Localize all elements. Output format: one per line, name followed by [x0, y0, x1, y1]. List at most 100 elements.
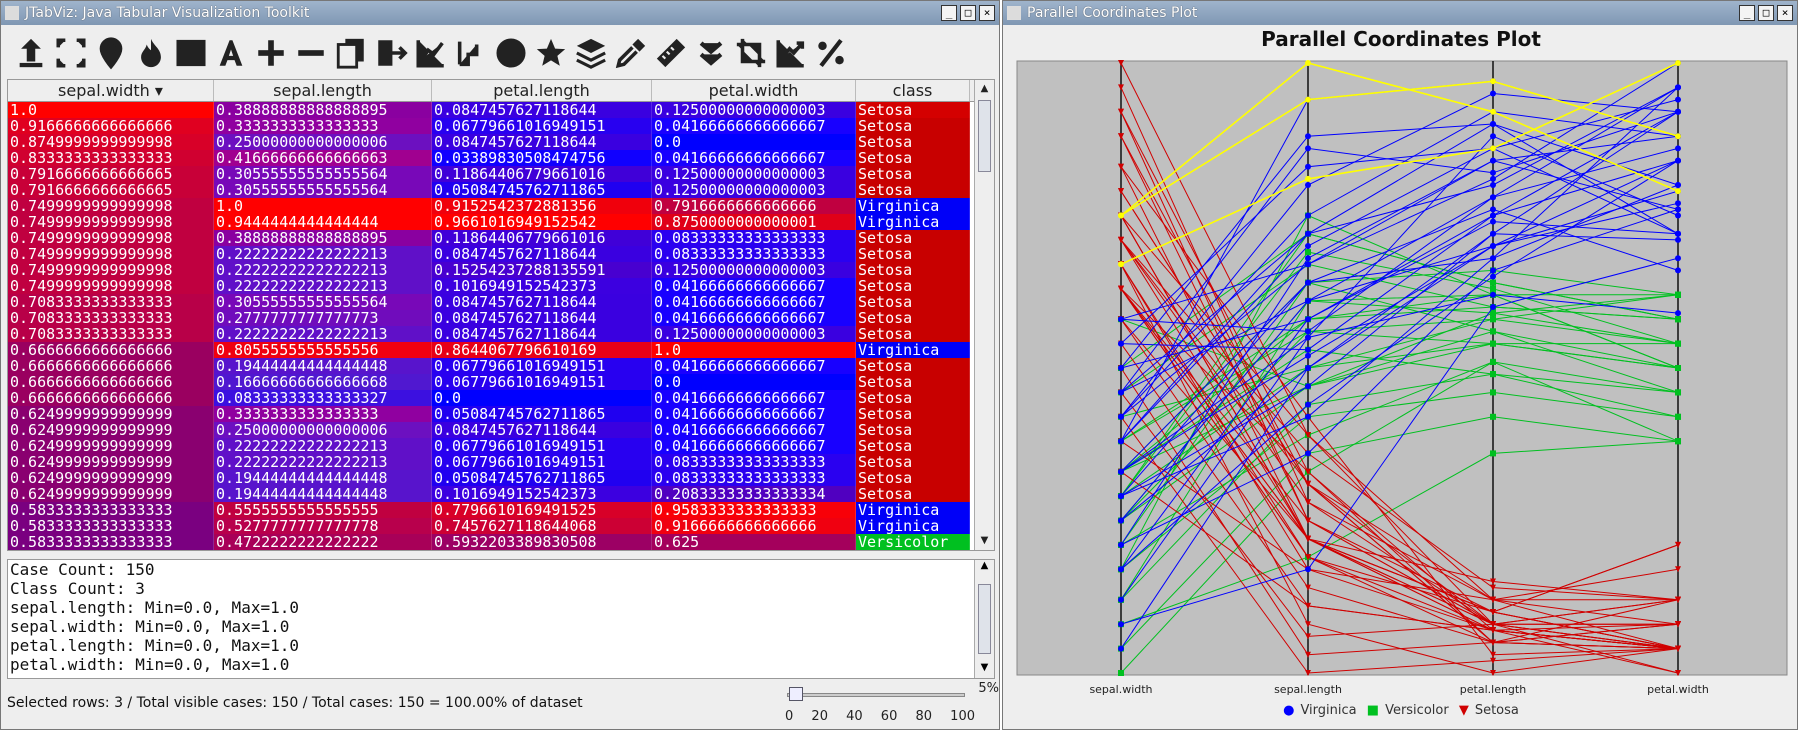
data-line[interactable]: [1120, 373, 1679, 601]
data-point[interactable]: [1118, 188, 1124, 195]
table-cell[interactable]: 0.0: [652, 374, 856, 390]
table-cell[interactable]: 0.12500000000000003: [652, 182, 856, 198]
table-cell[interactable]: Virginica: [856, 518, 970, 534]
data-line[interactable]: [1120, 294, 1679, 442]
data-line[interactable]: [1120, 367, 1679, 656]
table-row[interactable]: 0.6249999999999999 0.19444444444444448 0.1…: [8, 486, 974, 502]
data-point[interactable]: [1675, 60, 1681, 66]
data-line[interactable]: [1120, 190, 1679, 473]
table-cell[interactable]: 0.7499999999999998: [8, 278, 214, 294]
table-row[interactable]: 0.7916666666666665 0.30555555555555564 0.0…: [8, 182, 974, 198]
table-cell[interactable]: 0.0847457627118644: [432, 294, 652, 310]
table-cell[interactable]: Setosa: [856, 486, 970, 502]
table-cell[interactable]: 0.6249999999999999: [8, 454, 214, 470]
maximize-button[interactable]: □: [1758, 5, 1774, 21]
table-cell[interactable]: 0.9152542372881356: [432, 198, 652, 214]
data-line[interactable]: [1120, 86, 1679, 393]
data-point[interactable]: [1490, 133, 1496, 140]
table-cell[interactable]: 0.22222222222222213: [214, 454, 432, 470]
data-point[interactable]: [1490, 609, 1496, 615]
data-table[interactable]: sepal.width ▾ sepal.length petal.length …: [7, 79, 995, 551]
table-row[interactable]: 0.7499999999999998 0.38888888888888895 0.1…: [8, 230, 974, 246]
data-line[interactable]: [1120, 92, 1679, 418]
table-cell[interactable]: Setosa: [856, 422, 970, 438]
table-cell[interactable]: 0.8749999999999998: [8, 134, 214, 150]
data-point[interactable]: [1490, 273, 1496, 280]
table-cell[interactable]: Setosa: [856, 438, 970, 454]
table-cell[interactable]: 0.08333333333333333: [652, 246, 856, 262]
data-point[interactable]: [1490, 279, 1496, 286]
data-point[interactable]: [1675, 316, 1681, 323]
data-line[interactable]: [1120, 147, 1679, 442]
table-cell[interactable]: 0.30555555555555564: [214, 294, 432, 310]
data-line[interactable]: [1120, 202, 1679, 393]
data-point[interactable]: [1675, 645, 1681, 652]
table-cell[interactable]: 0.0: [432, 390, 652, 406]
data-line[interactable]: [1120, 160, 1679, 320]
data-point[interactable]: [1675, 413, 1681, 420]
data-line[interactable]: [1120, 257, 1679, 625]
data-line[interactable]: [1120, 440, 1679, 625]
import-icon[interactable]: [13, 31, 49, 75]
data-point[interactable]: [1675, 200, 1681, 207]
table-cell[interactable]: 0.22222222222222213: [214, 438, 432, 454]
table-cell[interactable]: 0.7916666666666665: [8, 182, 214, 198]
column-header[interactable]: sepal.length: [214, 80, 432, 101]
data-point[interactable]: [1490, 218, 1496, 225]
table-cell[interactable]: 0.6249999999999999: [8, 470, 214, 486]
table-cell[interactable]: 0.0847457627118644: [432, 326, 652, 342]
data-point[interactable]: [1675, 212, 1681, 219]
table-cell[interactable]: 0.5833333333333333: [8, 534, 214, 550]
table-cell[interactable]: 0.30555555555555564: [214, 182, 432, 198]
data-line[interactable]: [1120, 361, 1679, 546]
data-point[interactable]: [1490, 371, 1496, 378]
table-cell[interactable]: 0.6249999999999999: [8, 486, 214, 502]
table-cell[interactable]: 0.7916666666666665: [8, 166, 214, 182]
table-cell[interactable]: 0.22222222222222213: [214, 246, 432, 262]
data-point[interactable]: [1305, 249, 1311, 256]
table-cell[interactable]: Setosa: [856, 150, 970, 166]
data-point[interactable]: [1118, 133, 1124, 140]
table-cell[interactable]: 0.05084745762711865: [432, 470, 652, 486]
data-line[interactable]: [1120, 416, 1679, 674]
data-point[interactable]: [1675, 267, 1681, 274]
percent-slider[interactable]: 5% 0 20 40 60 80 100: [777, 681, 999, 727]
scroll-thumb[interactable]: [978, 100, 991, 172]
data-point[interactable]: [1118, 389, 1124, 396]
table-cell[interactable]: 0.19444444444444448: [214, 486, 432, 502]
data-point[interactable]: [1490, 169, 1496, 176]
export-icon[interactable]: [373, 31, 409, 75]
ruler-icon[interactable]: [653, 31, 689, 75]
table-cell[interactable]: Setosa: [856, 118, 970, 134]
table-cell[interactable]: 0.6666666666666666: [8, 374, 214, 390]
table-cell[interactable]: 0.06779661016949151: [432, 118, 652, 134]
table-cell[interactable]: Setosa: [856, 262, 970, 278]
table-cell[interactable]: Setosa: [856, 454, 970, 470]
table-cell[interactable]: 0.0847457627118644: [432, 246, 652, 262]
data-point[interactable]: [1490, 584, 1496, 591]
scroll-thumb[interactable]: [978, 584, 991, 654]
scroll-down-icon[interactable]: ▼: [980, 662, 989, 673]
table-row[interactable]: 0.7916666666666665 0.30555555555555564 0.1…: [8, 166, 974, 182]
slider-track[interactable]: [787, 693, 965, 697]
table-row[interactable]: 0.9166666666666666 0.3333333333333333 0.06…: [8, 118, 974, 134]
data-line[interactable]: [1120, 111, 1679, 393]
table-cell[interactable]: Setosa: [856, 326, 970, 342]
left-titlebar[interactable]: JTabViz: Java Tabular Visualization Tool…: [1, 1, 999, 25]
table-cell[interactable]: 0.9444444444444444: [214, 214, 432, 230]
copy-icon[interactable]: [333, 31, 369, 75]
data-point[interactable]: [1490, 90, 1496, 97]
table-cell[interactable]: 0.38888888888888895: [214, 230, 432, 246]
data-point[interactable]: [1118, 261, 1124, 268]
table-cell[interactable]: 0.1016949152542373: [432, 278, 652, 294]
data-point[interactable]: [1118, 438, 1124, 445]
table-cell[interactable]: 0.0847457627118644: [432, 310, 652, 326]
data-point[interactable]: [1490, 267, 1496, 274]
table-cell[interactable]: Setosa: [856, 310, 970, 326]
data-point[interactable]: [1118, 566, 1124, 573]
table-cell[interactable]: 0.6666666666666666: [8, 358, 214, 374]
data-point[interactable]: [1675, 291, 1681, 298]
table-cell[interactable]: 0.7083333333333333: [8, 326, 214, 342]
table-row[interactable]: 0.8333333333333333 0.41666666666666663 0.0…: [8, 150, 974, 166]
table-cell[interactable]: 0.04166666666666667: [652, 294, 856, 310]
